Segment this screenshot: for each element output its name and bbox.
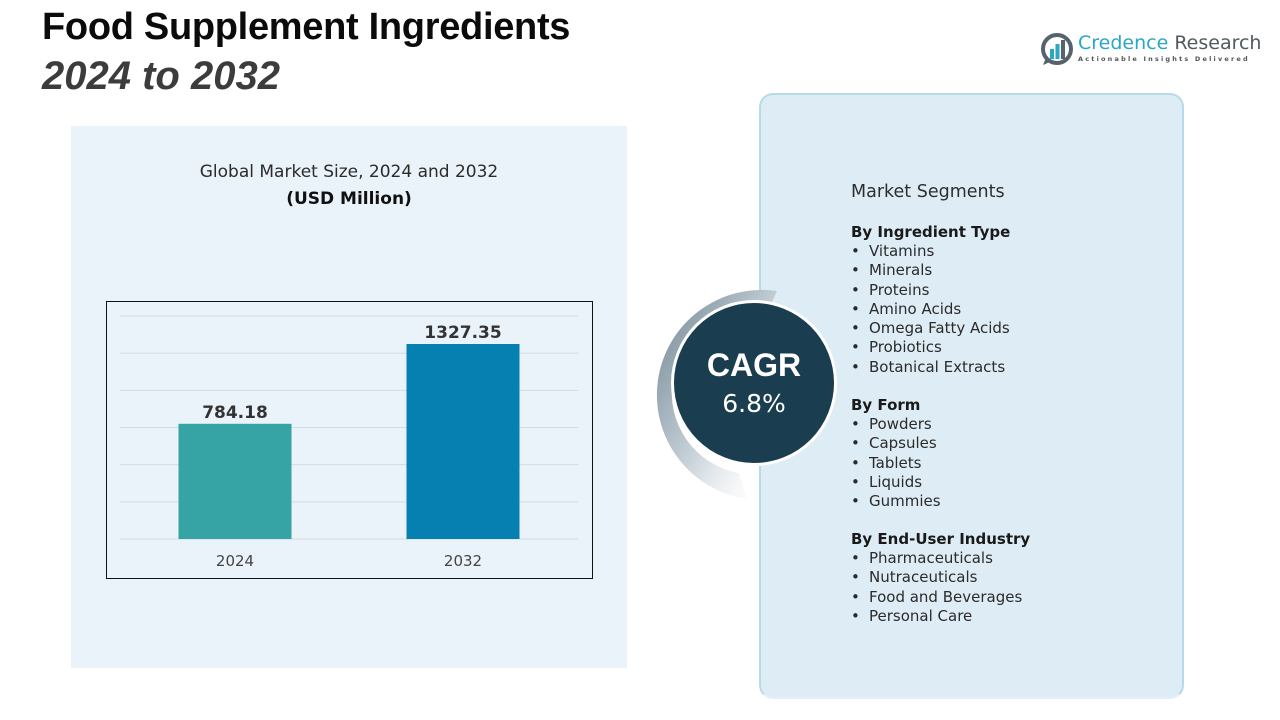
segment-item: • Proteins (851, 281, 1010, 300)
page-title: Food Supplement Ingredients (42, 6, 571, 48)
x-tick-label: 2024 (216, 552, 254, 570)
bar-2024 (178, 423, 292, 539)
segment-item: • Pharmaceuticals (851, 549, 1030, 568)
segment-item-label: Minerals (869, 261, 933, 280)
segment-item-label: Pharmaceuticals (869, 549, 993, 567)
segments-title: Market Segments (851, 182, 1005, 202)
logo-name-part2: Research (1168, 32, 1262, 54)
segment-item: • Nutraceuticals (851, 568, 1030, 587)
segment-item: • Powders (851, 415, 941, 434)
bullet-icon: • (851, 453, 860, 472)
chart-unit-label: (USD Million) (286, 189, 412, 209)
cagr-badge: CAGR 6.8% (671, 300, 837, 466)
bar-chart-svg: 784.18 2024 1327.35 2032 (120, 315, 578, 570)
segment-item-label: Amino Acids (869, 299, 962, 318)
segment-item-label: Vitamins (869, 242, 935, 260)
bullet-icon: • (851, 568, 860, 587)
bullet-icon: • (851, 492, 860, 511)
segment-item-label: Tablets (869, 453, 922, 472)
bullet-icon: • (851, 280, 860, 299)
bullet-icon: • (851, 261, 860, 280)
segment-item: • Liquids (851, 473, 941, 492)
segment-group: By Form • Powders • Capsules • Tablets • Liquids… (851, 396, 941, 511)
segment-item: • Personal Care (851, 607, 1030, 626)
data-label: 784.18 (202, 403, 268, 423)
bar-chart-in-circle-icon (1041, 33, 1073, 65)
bar-chart: 784.18 2024 1327.35 2032 (106, 301, 593, 579)
segment-item-label: Powders (869, 415, 932, 433)
segment-item-label: Liquids (869, 472, 923, 491)
segment-item-label: Personal Care (869, 606, 973, 625)
bullet-icon: • (851, 357, 860, 376)
x-tick-label: 2032 (444, 552, 482, 570)
segment-item: • Probiotics (851, 338, 1010, 357)
segment-item-label: Gummies (869, 492, 941, 511)
segment-heading: By Ingredient Type (851, 223, 1011, 241)
segment-item: • Gummies (851, 492, 941, 511)
segment-item: • Tablets (851, 454, 941, 473)
cagr-label: CAGR (706, 347, 802, 383)
segment-item-label: Botanical Extracts (869, 357, 1006, 376)
bullet-icon: • (851, 338, 860, 357)
logo-name: Credence Research (1078, 32, 1261, 54)
segment-item: • Botanical Extracts (851, 358, 1010, 377)
page-subtitle: 2024 to 2032 (42, 54, 280, 98)
segment-group: By End-User Industry • Pharmaceuticals • Nut… (851, 530, 1030, 626)
segment-item: • Minerals (851, 261, 1010, 280)
segment-item: • Capsules (851, 434, 941, 453)
bullet-icon: • (851, 242, 860, 260)
bullet-icon: • (851, 415, 860, 433)
segment-heading: By End-User Industry (851, 530, 1031, 548)
logo-tagline: Actionable Insights Delivered (1078, 55, 1250, 63)
segment-item: • Amino Acids (851, 300, 1010, 319)
segment-item: • Food and Beverages (851, 588, 1030, 607)
bullet-icon: • (851, 549, 860, 567)
bullet-icon: • (851, 434, 860, 453)
chart-title: Global Market Size, 2024 and 2032 (199, 162, 499, 182)
logo-name-part1: Credence (1078, 32, 1169, 54)
market-size-panel: Global Market Size, 2024 and 2032 (USD M… (71, 126, 627, 668)
segment-item-label: Food and Beverages (869, 587, 1023, 606)
segment-item-label: Nutraceuticals (869, 568, 978, 587)
segment-item-label: Omega Fatty Acids (869, 319, 1010, 338)
bullet-icon: • (851, 606, 860, 625)
bullet-icon: • (851, 587, 860, 606)
bullet-icon: • (851, 299, 860, 318)
segment-item: • Vitamins (851, 242, 1010, 261)
segment-item-label: Capsules (869, 434, 937, 453)
segment-item: • Omega Fatty Acids (851, 319, 1010, 338)
bullet-icon: • (851, 319, 860, 338)
data-label: 1327.35 (424, 323, 501, 343)
segment-item-label: Probiotics (869, 338, 942, 357)
segment-group: By Ingredient Type • Vitamins • Minerals • Pro… (851, 223, 1010, 377)
bar-2032 (406, 344, 520, 539)
credence-research-logo: Credence Research Actionable Insights De… (1040, 32, 1261, 72)
segment-heading: By Form (851, 396, 921, 414)
cagr-value: 6.8% (722, 389, 786, 418)
bullet-icon: • (851, 472, 860, 491)
segment-item-label: Proteins (869, 280, 930, 299)
